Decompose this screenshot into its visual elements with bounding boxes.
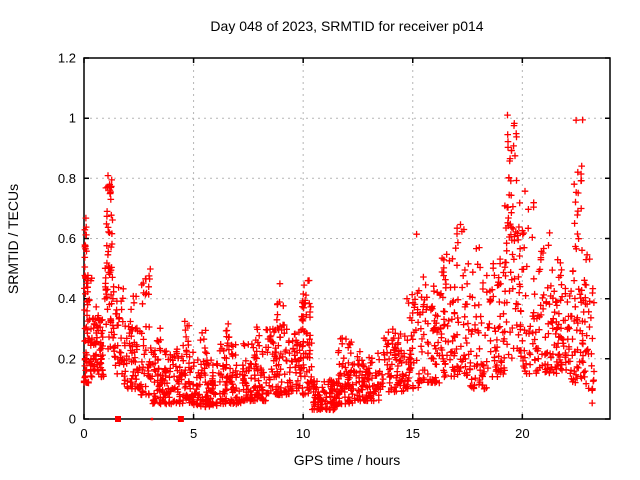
x-tick-label: 15 (406, 426, 420, 441)
grid-lines (84, 58, 610, 419)
y-tick-label: 1 (69, 111, 76, 126)
gap-marker-square (177, 416, 184, 422)
y-tick-label: 0.2 (58, 351, 76, 366)
gap-marker-square (150, 417, 154, 421)
y-tick-labels: 0 0.2 0.4 0.6 0.8 1 1.2 (58, 51, 76, 427)
gap-marker-series (115, 416, 184, 422)
scatter-series (80, 111, 598, 414)
x-tick-label: 10 (296, 426, 310, 441)
x-tick-label: 20 (515, 426, 529, 441)
x-axis-label: GPS time / hours (293, 452, 401, 468)
x-tick-label: 0 (80, 426, 87, 441)
y-tick-label: 0.4 (58, 291, 76, 306)
x-tick-labels: 0 5 10 15 20 (80, 426, 529, 441)
y-tick-label: 1.2 (58, 51, 76, 66)
y-tick-label: 0 (69, 412, 76, 427)
y-tick-label: 0.6 (58, 231, 76, 246)
x-tick-label: 5 (190, 426, 197, 441)
chart-title: Day 048 of 2023, SRMTID for receiver p01… (210, 18, 484, 34)
y-tick-label: 0.8 (58, 171, 76, 186)
y-axis-label: SRMTID / TECUs (5, 183, 21, 295)
gap-marker-square (115, 416, 121, 422)
plot-border (83, 57, 611, 420)
